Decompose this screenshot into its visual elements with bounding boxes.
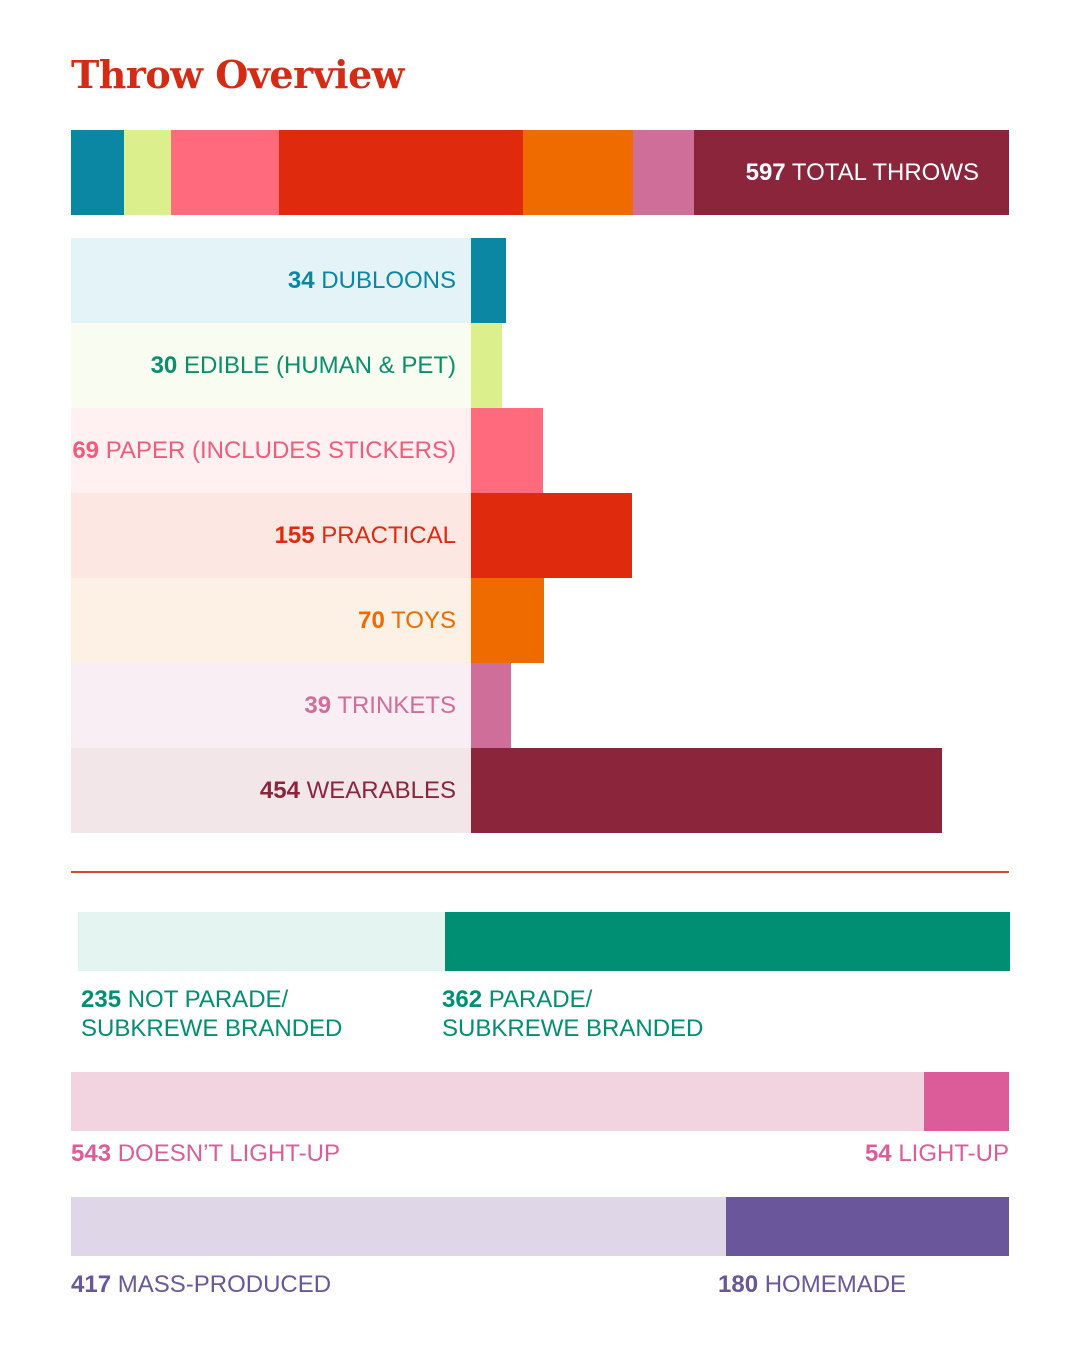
branded-caption: 362 PARADE/ SUBKREWE BRANDED	[442, 985, 703, 1043]
category-bar	[471, 408, 543, 493]
category-value: 69	[72, 437, 100, 464]
category-row: 69 PAPER (INCLUDES STICKERS)	[71, 408, 1009, 493]
category-row-background: 155 PRACTICAL	[71, 493, 471, 578]
not-branded-label-line1: NOT PARADE/	[127, 986, 289, 1013]
mass-produced-caption: 417 MASS-PRODUCED	[71, 1270, 331, 1299]
homemade-value: 180	[718, 1271, 759, 1298]
category-label: 454 WEARABLES	[260, 748, 456, 833]
category-row: 454 WEARABLES	[71, 748, 1009, 833]
category-row: 30 EDIBLE (HUMAN & PET)	[71, 323, 1009, 408]
category-value: 155	[274, 522, 315, 549]
not-branded-caption: 235 NOT PARADE/ SUBKREWE BRANDED	[81, 985, 342, 1043]
category-name: PAPER (INCLUDES STICKERS)	[105, 437, 456, 464]
category-row: 34 DUBLOONS	[71, 238, 1009, 323]
category-label: 34 DUBLOONS	[288, 238, 456, 323]
light-up-value: 54	[864, 1140, 892, 1167]
branded-split-bar	[78, 912, 1010, 971]
category-row-background: 69 PAPER (INCLUDES STICKERS)	[71, 408, 471, 493]
light-up-split-bar	[71, 1072, 1009, 1131]
category-row-background: 30 EDIBLE (HUMAN & PET)	[71, 323, 471, 408]
mass-produced-label: MASS-PRODUCED	[117, 1271, 332, 1298]
category-name: PRACTICAL	[321, 522, 456, 549]
branded-label-line1: PARADE/	[488, 986, 593, 1013]
category-label: 39 TRINKETS	[304, 663, 456, 748]
category-label: 30 EDIBLE (HUMAN & PET)	[151, 323, 456, 408]
total-bar-segment	[633, 130, 694, 215]
category-value: 454	[259, 777, 300, 804]
total-bar-segment	[279, 130, 523, 215]
category-value: 34	[287, 267, 315, 294]
total-throws-label: 597 TOTAL THROWS	[746, 130, 979, 215]
category-value: 39	[304, 692, 332, 719]
category-bar	[471, 748, 942, 833]
total-throws-text: TOTAL THROWS	[791, 159, 979, 186]
category-bar	[471, 323, 502, 408]
split-segment	[71, 1197, 726, 1256]
category-row-background: 454 WEARABLES	[71, 748, 471, 833]
category-bar	[471, 238, 506, 323]
total-bar-segment	[523, 130, 633, 215]
category-row: 39 TRINKETS	[71, 663, 1009, 748]
mass-produced-value: 417	[71, 1271, 112, 1298]
split-segment	[726, 1197, 1009, 1256]
category-row-background: 70 TOYS	[71, 578, 471, 663]
category-row-background: 39 TRINKETS	[71, 663, 471, 748]
light-up-label: LIGHT-UP	[898, 1140, 1009, 1167]
split-segment	[924, 1072, 1009, 1131]
production-split-bar	[71, 1197, 1009, 1256]
total-throws-value: 597	[745, 159, 786, 186]
no-light-value: 543	[71, 1140, 112, 1167]
not-branded-value: 235	[81, 986, 122, 1013]
homemade-label: HOMEMADE	[764, 1271, 907, 1298]
category-bar	[471, 663, 511, 748]
no-light-caption: 543 DOESN’T LIGHT-UP	[71, 1139, 340, 1168]
total-stacked-bar: 597 TOTAL THROWS	[71, 130, 1009, 215]
category-value: 70	[358, 607, 385, 634]
split-segment	[71, 1072, 924, 1131]
category-name: TOYS	[391, 607, 456, 634]
total-bar-segment	[71, 130, 124, 215]
category-label: 155 PRACTICAL	[275, 493, 456, 578]
homemade-caption: 180 HOMEMADE	[718, 1270, 906, 1299]
total-bar-segment	[171, 130, 279, 215]
category-label: 69 PAPER (INCLUDES STICKERS)	[72, 408, 456, 493]
category-label: 70 TOYS	[358, 578, 456, 663]
category-name: TRINKETS	[337, 692, 456, 719]
branded-label-line2: SUBKREWE BRANDED	[442, 1015, 704, 1042]
light-up-caption: 54 LIGHT-UP	[865, 1139, 1009, 1168]
category-row: 70 TOYS	[71, 578, 1009, 663]
category-name: EDIBLE (HUMAN & PET)	[183, 352, 456, 379]
split-segment	[78, 912, 445, 971]
category-name: DUBLOONS	[321, 267, 456, 294]
category-row: 155 PRACTICAL	[71, 493, 1009, 578]
category-row-background: 34 DUBLOONS	[71, 238, 471, 323]
branded-value: 362	[442, 986, 483, 1013]
not-branded-label-line2: SUBKREWE BRANDED	[81, 1015, 343, 1042]
no-light-label: DOESN’T LIGHT-UP	[117, 1140, 340, 1167]
category-value: 30	[150, 352, 178, 379]
divider	[71, 871, 1009, 873]
category-name: WEARABLES	[306, 777, 456, 804]
total-bar-segment	[124, 130, 171, 215]
split-segment	[445, 912, 1010, 971]
total-bar-segment	[694, 130, 1009, 215]
page-title: Throw Overview	[71, 52, 405, 97]
category-bar	[471, 578, 544, 663]
category-bar	[471, 493, 632, 578]
